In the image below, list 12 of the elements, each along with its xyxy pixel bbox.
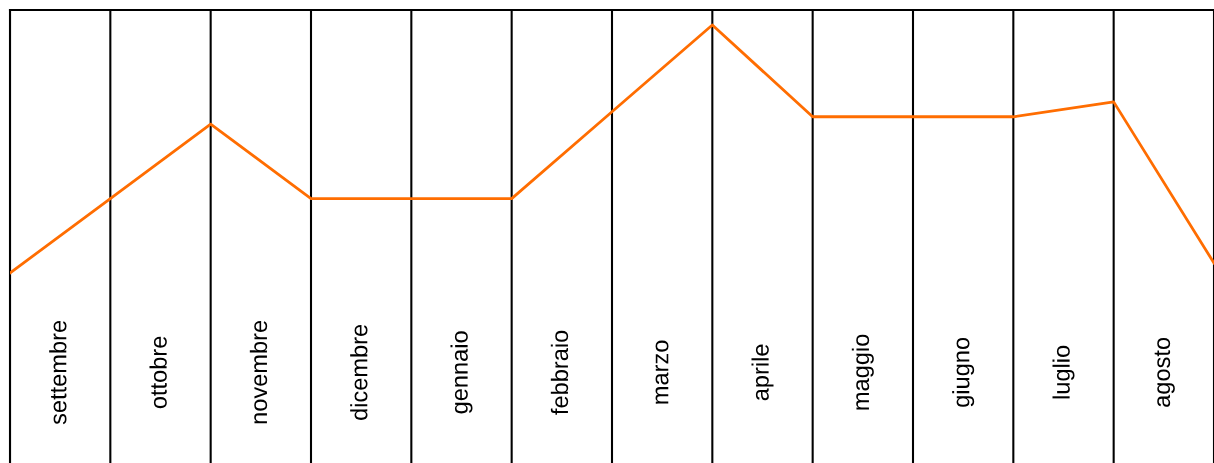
text: dicembre [350, 324, 368, 420]
text: ottobre [149, 336, 167, 409]
text: agosto [1154, 337, 1175, 407]
text: aprile [751, 344, 774, 401]
text: maggio [851, 334, 874, 410]
text: novembre [249, 320, 268, 424]
text: giugno [952, 337, 975, 407]
text: settembre [49, 320, 67, 425]
text: marzo [655, 340, 669, 404]
text: febbraio [550, 330, 569, 415]
text: gennaio [450, 331, 473, 414]
text: luglio [1052, 345, 1075, 399]
